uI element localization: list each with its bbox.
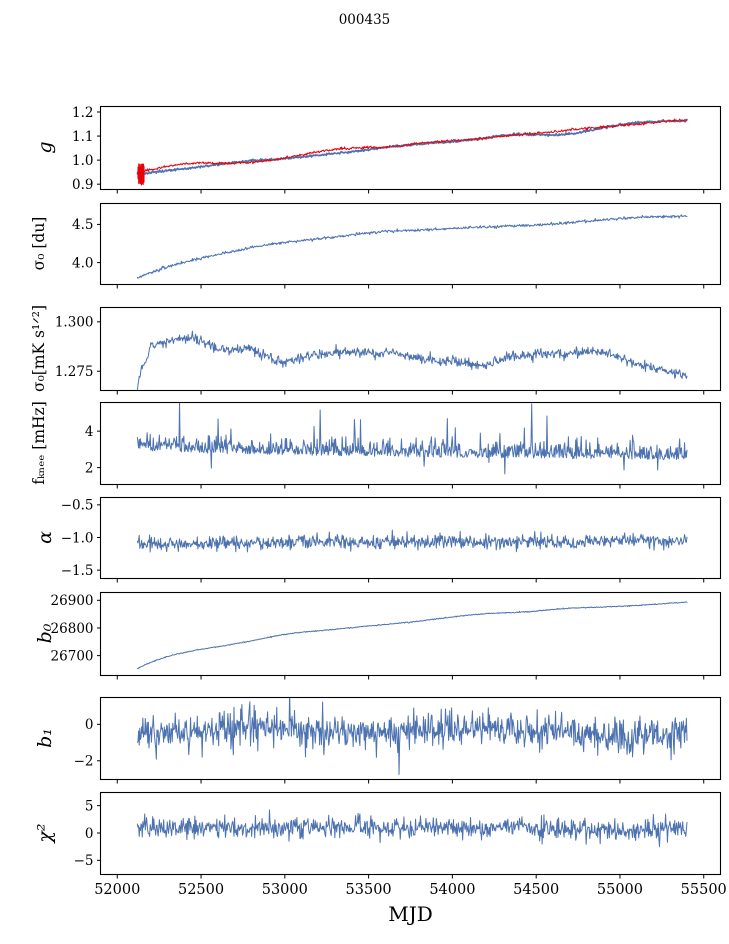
panel-frame: [99, 306, 722, 392]
y-tick-label: 4.0: [72, 255, 93, 271]
y-tick-label: 26700: [51, 648, 94, 664]
series-b0: [136, 601, 688, 670]
panel-alpha: −1.5 −1.0 −0.5 α: [34, 496, 722, 583]
x-tick-label: 52000: [94, 882, 140, 898]
figure-title: 000435: [339, 12, 391, 28]
y-tick-label: 1.275: [55, 364, 94, 380]
x-tick-label: 53000: [262, 882, 308, 898]
x-tick-label: 55500: [681, 882, 727, 898]
series-alpha: [136, 529, 688, 553]
y-tick-label: −1.5: [61, 563, 94, 579]
y-tick-label: 4: [85, 424, 94, 440]
y-axis-label-gain: g: [34, 141, 56, 153]
y-tick-label: −2: [74, 754, 94, 770]
y-axis-label-sigma0_mK: σ₀[mK s¹ᐟ²]: [30, 305, 48, 392]
y-tick-label: 0: [85, 826, 94, 842]
panel-frame: [99, 591, 722, 677]
panel-frame: [99, 202, 722, 286]
y-axis-label-alpha: α: [34, 531, 56, 544]
y-axis-label-b1: b₁: [34, 728, 56, 748]
y-axis-label-b0: b₀: [34, 623, 56, 643]
x-axis-label: MJD: [388, 902, 433, 926]
x-tick-label: 53500: [346, 882, 392, 898]
x-tick-label: 52500: [178, 882, 224, 898]
y-tick-label: 2: [85, 460, 94, 476]
y-tick-label: −1.0: [61, 530, 94, 546]
errorbars-gain-fit: [137, 163, 145, 186]
y-tick-label: −5: [74, 853, 94, 869]
series-sigma0_du: [136, 214, 688, 279]
y-tick-label: 1.2: [72, 105, 93, 121]
panel-frame: [99, 105, 722, 191]
y-tick-label: 26800: [51, 621, 94, 637]
panel-sigma0_mK: 1.275 1.300 σ₀[mK s¹ᐟ²]: [30, 305, 722, 395]
y-tick-label: 4.5: [72, 217, 93, 233]
y-tick-label: 5: [85, 798, 94, 814]
series-f_knee: [136, 402, 688, 475]
panel-b1: −2 0 b₁: [34, 696, 722, 784]
y-axis-label-f_knee: fₖₙₑₑ [mHz]: [30, 401, 48, 485]
y-tick-label: −0.5: [61, 498, 94, 514]
y-axis-label-sigma0_du: σ₀ [du]: [30, 217, 48, 271]
x-tick-label: 54500: [513, 882, 559, 898]
panel-sigma0_du: 4.0 4.5 σ₀ [du]: [30, 202, 722, 289]
x-tick-label: 54000: [429, 882, 475, 898]
y-tick-label: 0: [85, 717, 94, 733]
y-tick-label: 0.9: [72, 177, 93, 193]
series-gain-fit: [136, 118, 688, 174]
y-tick-label: 26900: [51, 593, 94, 609]
panel-b0: 26700 26800 26900 b₀: [34, 591, 722, 680]
series-chi2: [136, 809, 688, 848]
y-tick-label: 1.0: [72, 153, 93, 169]
panel-f_knee: 2 4 fₖₙₑₑ [mHz]: [30, 401, 722, 489]
series-gain: [136, 118, 688, 176]
panel-frame: [99, 696, 722, 781]
panel-gain: 0.9 1.0 1.1 1.2 g: [34, 105, 722, 194]
y-axis-label-chi2: χ²: [34, 823, 56, 844]
panel-chi2: −5 0 5 52000 52500 53000 53500 54000 54500 55000 5…: [34, 791, 727, 898]
series-sigma0_mK: [136, 330, 688, 390]
y-tick-label: 1.1: [72, 129, 93, 145]
x-tick-label: 55000: [597, 882, 643, 898]
panel-frame: [99, 401, 722, 486]
series-b1: [136, 697, 688, 775]
y-tick-label: 1.300: [55, 315, 94, 331]
